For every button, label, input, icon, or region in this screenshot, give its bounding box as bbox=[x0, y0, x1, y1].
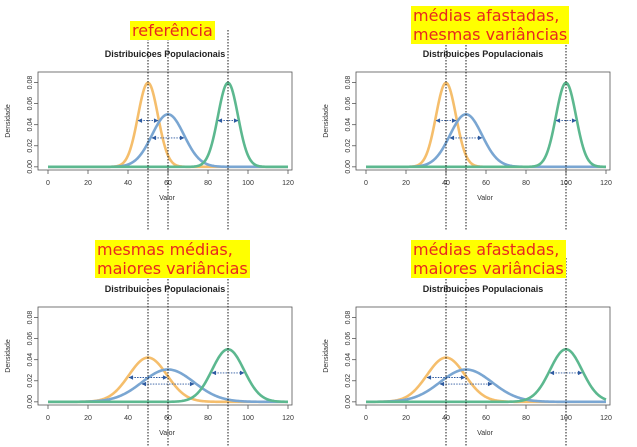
y-axis-label: Densidade bbox=[5, 339, 12, 373]
series-line-blue bbox=[47, 112, 289, 169]
annotation-banner: médias afastadas, maiores variâncias bbox=[411, 240, 566, 278]
x-axis-label: Valor bbox=[477, 430, 493, 437]
x-tick-label: 120 bbox=[600, 415, 612, 422]
x-axis-label: Valor bbox=[159, 430, 175, 437]
plot-frame bbox=[37, 71, 293, 171]
series-line-green bbox=[47, 81, 289, 169]
y-tick-label: 0.02 bbox=[345, 374, 352, 388]
chart-panel: Distribuicoes Populacionais0204060801001… bbox=[5, 30, 294, 230]
y-tick-label: 0.00 bbox=[345, 395, 352, 409]
y-tick-label: 0.00 bbox=[345, 160, 352, 174]
x-axis-label: Valor bbox=[477, 195, 493, 202]
y-tick-label: 0.08 bbox=[345, 311, 352, 325]
x-tick-label: 0 bbox=[364, 180, 368, 187]
x-tick-label: 0 bbox=[364, 415, 368, 422]
y-tick-label: 0.08 bbox=[27, 311, 34, 325]
plot-frame bbox=[355, 71, 611, 171]
plot-frame bbox=[355, 306, 611, 406]
x-tick-label: 60 bbox=[482, 180, 490, 187]
x-tick-label: 0 bbox=[46, 415, 50, 422]
x-tick-label: 100 bbox=[242, 180, 254, 187]
annotation-banner: mesmas médias, maiores variâncias bbox=[95, 240, 250, 278]
annotation-banner: médias afastadas, mesmas variâncias bbox=[411, 6, 570, 44]
y-axis-label: Densidade bbox=[5, 104, 12, 138]
y-axis-label: Densidade bbox=[323, 104, 330, 138]
x-tick-label: 120 bbox=[600, 180, 612, 187]
plot-frame bbox=[37, 306, 293, 406]
chart-title: Distribuicoes Populacionais bbox=[105, 284, 226, 294]
chart-title: Distribuicoes Populacionais bbox=[105, 49, 226, 59]
x-tick-label: 20 bbox=[84, 415, 92, 422]
chart-title: Distribuicoes Populacionais bbox=[423, 49, 544, 59]
x-tick-label: 40 bbox=[442, 415, 450, 422]
series-line-orange bbox=[365, 356, 607, 404]
y-tick-label: 0.04 bbox=[345, 353, 352, 367]
x-tick-label: 80 bbox=[204, 180, 212, 187]
x-tick-label: 80 bbox=[522, 415, 530, 422]
x-tick-label: 60 bbox=[164, 415, 172, 422]
y-tick-label: 0.02 bbox=[27, 374, 34, 388]
y-tick-label: 0.06 bbox=[27, 332, 34, 346]
chart-panel: Distribuicoes Populacionais 0 20 40 60 80 100 1… bbox=[5, 258, 294, 447]
x-tick-label: 20 bbox=[84, 180, 92, 187]
x-axis-label: Valor bbox=[159, 195, 175, 202]
x-tick-label: 120 bbox=[282, 415, 294, 422]
x-tick-label: 120 bbox=[282, 180, 294, 187]
y-tick-label: 0.06 bbox=[345, 97, 352, 111]
chart-panel: Distribuicoes Populacionais0204060801001… bbox=[323, 30, 612, 230]
series-line-green bbox=[365, 347, 607, 404]
series-line-blue bbox=[365, 368, 607, 404]
series-line-green bbox=[47, 347, 289, 404]
x-tick-label: 0 bbox=[46, 180, 50, 187]
series-line-green bbox=[365, 81, 607, 169]
y-axis-label: Densidade bbox=[323, 339, 330, 373]
x-tick-label: 80 bbox=[522, 180, 530, 187]
chart-panel: Distribuicoes Populacionais 0 20 40 60 80 100 1… bbox=[323, 258, 612, 447]
x-tick-label: 60 bbox=[482, 415, 490, 422]
y-tick-label: 0.06 bbox=[27, 97, 34, 111]
chart-title: Distribuicoes Populacionais bbox=[423, 284, 544, 294]
y-tick-label: 0.06 bbox=[345, 332, 352, 346]
x-tick-label: 20 bbox=[402, 415, 410, 422]
x-tick-label: 40 bbox=[124, 415, 132, 422]
series-line-orange bbox=[365, 81, 607, 169]
x-tick-label: 80 bbox=[204, 415, 212, 422]
y-tick-label: 0.08 bbox=[27, 76, 34, 90]
y-tick-label: 0.04 bbox=[345, 118, 352, 132]
y-tick-label: 0.00 bbox=[27, 160, 34, 174]
y-tick-label: 0.02 bbox=[27, 139, 34, 153]
x-tick-label: 40 bbox=[124, 180, 132, 187]
y-tick-label: 0.02 bbox=[345, 139, 352, 153]
series-line-blue bbox=[365, 112, 607, 169]
y-tick-label: 0.08 bbox=[345, 76, 352, 90]
annotation-banner: referência bbox=[130, 21, 215, 40]
x-tick-label: 100 bbox=[560, 415, 572, 422]
y-tick-label: 0.00 bbox=[27, 395, 34, 409]
x-tick-label: 100 bbox=[242, 415, 254, 422]
y-tick-label: 0.04 bbox=[27, 118, 34, 132]
y-tick-label: 0.04 bbox=[27, 353, 34, 367]
x-tick-label: 20 bbox=[402, 180, 410, 187]
